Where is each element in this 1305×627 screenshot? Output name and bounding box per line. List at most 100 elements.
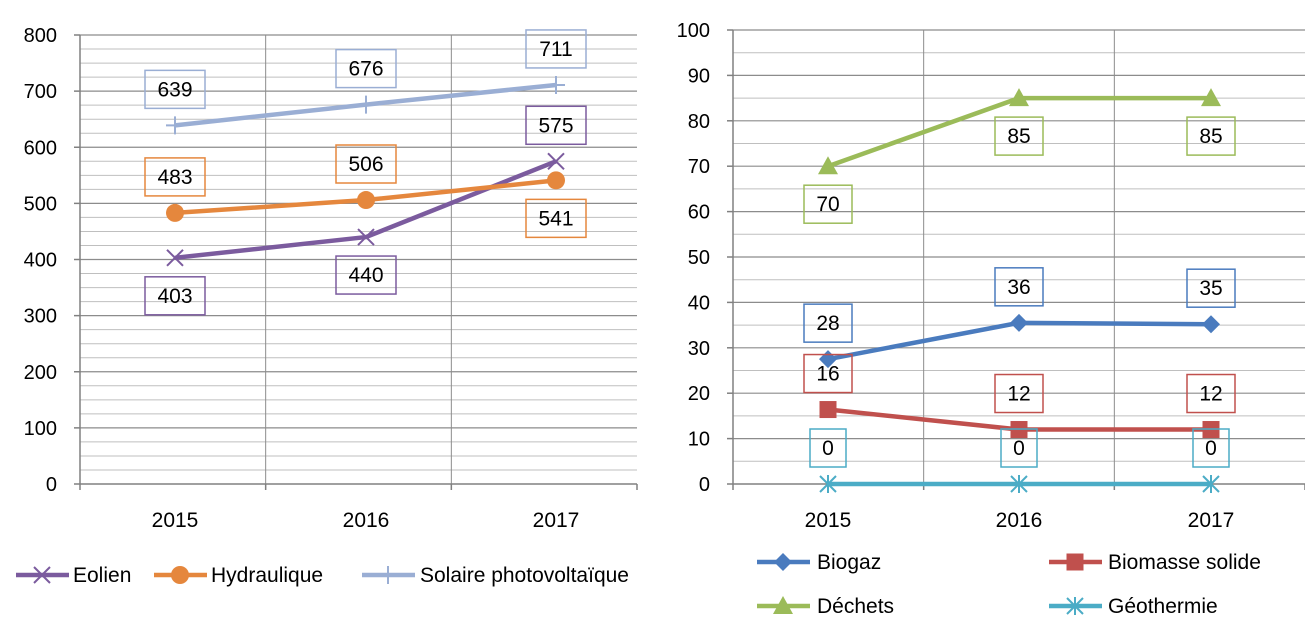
legend-swatch-marker [33,566,51,584]
data-label-box [994,116,1044,156]
y-tick-label: 40 [688,292,710,314]
x-tick-label: 2017 [1188,509,1235,532]
data-label: 28 [816,312,839,335]
legend-label: Eolien [73,564,131,587]
legend-label: Biomasse solide [1108,551,1261,574]
y-tick-label: 60 [688,202,710,224]
chart-2: 0 10 20 30 40 50 60 70 80 90 100 2015 2016 2017 28 36 35… [677,20,1305,618]
data-label: 0 [1205,437,1217,460]
legend-label: Géothermie [1108,595,1218,618]
data-label-box [1186,268,1236,308]
data-label-box [525,198,587,239]
data-point-Géothermie-2016 [1010,475,1028,493]
data-point-Biomasse solide-2015 [819,401,837,419]
data-point-Solaire photovoltaïque-2015 [166,116,184,135]
y-tick-label: 600 [24,137,57,159]
data-label-box [1192,428,1230,468]
y-tick-label: 80 [688,111,710,133]
y-tick-label: 0 [46,474,57,496]
y-tick-label: 100 [677,20,710,42]
data-label: 0 [822,437,834,460]
data-label-box [1186,116,1236,156]
data-point-Solaire photovoltaïque-2017 [547,75,565,94]
data-label-box [994,267,1044,307]
data-label: 12 [1007,383,1030,406]
y-tick-label: 800 [24,25,57,47]
y-tick-label: 200 [24,362,57,384]
data-point-Eolien-2015 [166,249,184,267]
data-point-Eolien-2017 [547,152,565,170]
data-label-box [1000,428,1038,468]
legend-swatch-marker [379,566,397,584]
legend-label: Solaire photovoltaïque [420,564,629,587]
data-label: 36 [1007,276,1030,299]
data-label: 12 [1199,383,1222,406]
data-label-box [335,255,397,295]
y-tick-label: 50 [688,247,710,269]
legend-swatch-marker [1066,597,1084,615]
y-tick-label: 10 [688,429,710,451]
data-point-Hydraulique-2015 [166,203,184,222]
x-tick-label: 2016 [996,509,1043,532]
data-label: 506 [348,153,383,176]
y-tick-label: 70 [688,156,710,178]
data-label-box [144,157,206,197]
data-label: 575 [538,114,573,137]
data-label-box [335,48,397,89]
data-label-box [803,184,853,224]
legend-swatch-marker [171,566,189,584]
data-label: 403 [157,285,192,308]
data-label-box [525,29,587,69]
data-label-box [803,353,853,394]
legend-label: Déchets [817,595,894,618]
legend-swatch-marker [774,553,792,571]
y-tick-label: 400 [24,250,57,272]
legend-item-Déchets: Déchets [757,595,894,618]
data-point-Solaire photovoltaïque-2016 [357,95,375,114]
data-point-Déchets-2016 [1009,88,1029,107]
data-label: 85 [1199,125,1222,148]
legend-label: Hydraulique [211,564,323,587]
data-label-box [144,69,206,110]
data-label: 639 [157,78,192,101]
legend-item-Eolien: Eolien [16,564,131,587]
data-point-Déchets-2017 [1201,88,1221,107]
data-label: 35 [1199,277,1222,300]
data-label-box [1186,373,1236,414]
y-tick-label: 20 [688,383,710,405]
data-label: 85 [1007,125,1030,148]
x-tick-label: 2016 [343,509,390,532]
data-label: 711 [539,38,572,61]
y-tick-label: 0 [699,474,710,496]
data-point-Biogaz-2016 [1010,313,1028,332]
legend-item-Géothermie: Géothermie [1049,595,1218,618]
x-tick-label: 2015 [152,509,199,532]
x-tick-label: 2015 [805,509,852,532]
data-point-Eolien-2016 [357,228,375,246]
legend-item-Hydraulique: Hydraulique [154,564,323,587]
data-point-Hydraulique-2017 [547,171,565,190]
data-label: 440 [348,264,383,287]
x-tick-label: 2017 [533,509,580,532]
data-point-Biogaz-2017 [1202,315,1220,334]
data-label: 0 [1013,437,1025,460]
data-label: 541 [538,207,573,230]
legend-item-Biomasse solide: Biomasse solide [1049,551,1261,574]
legend-item-Solaire photovoltaïque: Solaire photovoltaïque [362,564,629,587]
data-label-box [803,303,853,343]
data-point-Géothermie-2015 [819,475,837,493]
legend-swatch-marker [1066,553,1084,571]
chart-1: 0 100 200 300 400 500 600 700 800 2015 2016 2017 403… [16,25,638,587]
data-label: 483 [157,166,192,189]
y-tick-label: 30 [688,338,710,360]
y-tick-label: 500 [24,193,57,215]
y-tick-label: 100 [24,418,57,440]
data-label: 70 [816,193,839,216]
data-point-Hydraulique-2016 [357,191,375,210]
y-tick-label: 700 [24,81,57,103]
legend-item-Biogaz: Biogaz [757,551,881,574]
data-point-Déchets-2015 [818,156,838,175]
data-label: 676 [348,58,383,81]
y-tick-label: 300 [24,306,57,328]
